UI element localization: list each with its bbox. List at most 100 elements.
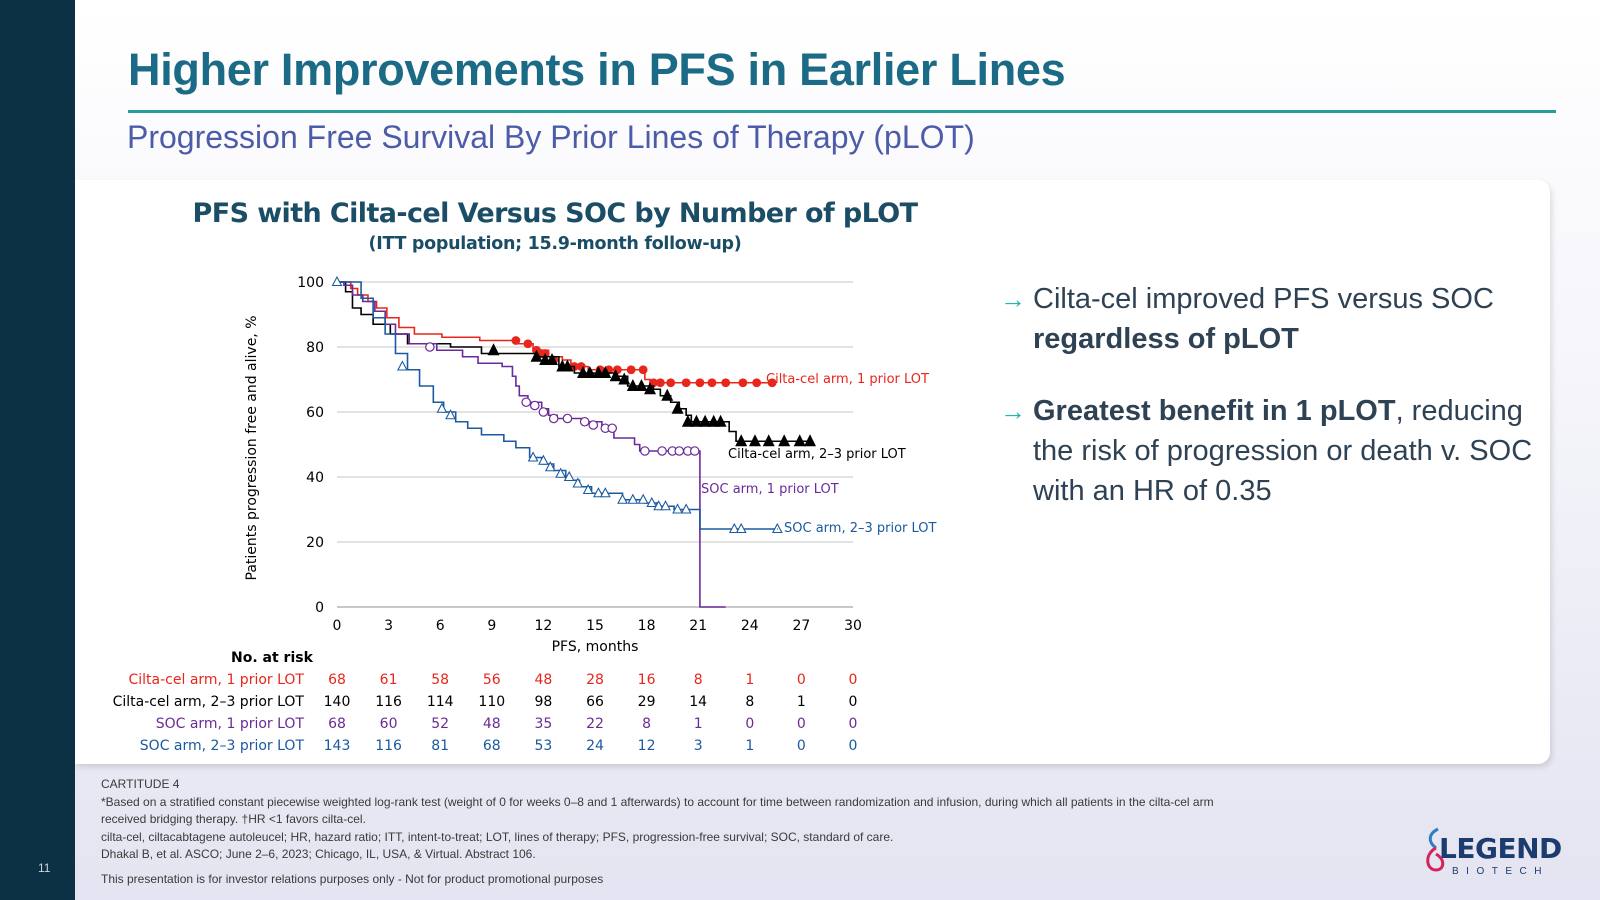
x-tick-label: 21 bbox=[689, 618, 707, 634]
censor-marker bbox=[699, 414, 712, 427]
risk-cell: 16 bbox=[637, 672, 656, 688]
censor-marker bbox=[661, 388, 674, 401]
y-tick-label: 100 bbox=[297, 275, 324, 291]
censor-marker bbox=[728, 522, 740, 534]
risk-cell: 0 bbox=[796, 738, 806, 754]
censor-marker bbox=[674, 446, 685, 456]
series-label: Cilta-cel arm, 1 prior LOT bbox=[766, 372, 929, 387]
x-tick-label: 30 bbox=[844, 618, 862, 634]
risk-cell: 116 bbox=[375, 694, 402, 710]
logo-word: LEGEND bbox=[1439, 832, 1562, 865]
risk-cell: 140 bbox=[323, 694, 351, 710]
censor-marker bbox=[748, 434, 761, 447]
censor-marker bbox=[487, 343, 500, 356]
censor-marker bbox=[436, 402, 448, 413]
censor-marker bbox=[527, 451, 539, 462]
risk-cell: 66 bbox=[586, 694, 604, 710]
legend-biotech-logo: LEGEND BIOTECH bbox=[1422, 826, 1562, 877]
censor-marker bbox=[583, 366, 596, 378]
risk-cell: 14 bbox=[689, 694, 708, 710]
risk-cell: 0 bbox=[848, 716, 858, 732]
censor-marker bbox=[735, 434, 748, 447]
risk-row-label: Cilta-cel arm, 1 prior LOT bbox=[128, 672, 305, 688]
logo-subtext: BIOTECH bbox=[1452, 866, 1549, 877]
footer-note: received bridging therapy. †HR <1 favors… bbox=[101, 812, 366, 826]
y-tick-label: 20 bbox=[306, 535, 324, 551]
logo-mark-icon bbox=[1426, 827, 1445, 872]
censor-marker bbox=[572, 477, 584, 488]
slide-title: Higher Improvements in PFS in Earlier Li… bbox=[128, 44, 1066, 95]
censor-marker bbox=[707, 378, 717, 388]
censor-marker bbox=[660, 500, 671, 511]
risk-cell: 0 bbox=[848, 672, 858, 688]
y-axis-label: Patients progression free and alive, % bbox=[244, 315, 260, 580]
series-line bbox=[337, 281, 726, 608]
risk-cell: 0 bbox=[745, 716, 755, 732]
censor-marker bbox=[445, 409, 456, 420]
risk-cell: 35 bbox=[534, 716, 553, 732]
footer-abbreviations: cilta-cel, ciltacabtagene autoleucel; HR… bbox=[101, 830, 894, 844]
y-tick-label: 0 bbox=[315, 600, 324, 616]
bullet-text: Cilta-cel improved PFS versus SOC regard… bbox=[1033, 283, 1494, 355]
x-tick-label: 24 bbox=[741, 618, 759, 634]
censor-marker bbox=[644, 382, 657, 395]
risk-cell: 0 bbox=[796, 716, 806, 732]
risk-cell: 61 bbox=[379, 672, 398, 688]
chart-title: PFS with Cilta-cel Versus SOC by Number … bbox=[192, 198, 919, 229]
censor-marker bbox=[529, 400, 540, 411]
censor-marker bbox=[511, 336, 521, 345]
censor-marker bbox=[681, 414, 694, 427]
title-divider bbox=[128, 110, 1556, 113]
series-label: Cilta-cel arm, 2–3 prior LOT bbox=[728, 447, 906, 462]
censor-marker bbox=[593, 487, 604, 498]
risk-cell: 68 bbox=[328, 672, 346, 688]
risk-cell: 0 bbox=[796, 672, 806, 688]
risk-cell: 12 bbox=[637, 738, 656, 754]
left-sidebar-bar bbox=[0, 0, 75, 900]
censor-marker bbox=[537, 454, 549, 465]
censor-marker bbox=[579, 416, 590, 427]
censor-marker bbox=[695, 378, 705, 388]
risk-row-label: SOC arm, 2–3 prior LOT bbox=[139, 738, 304, 754]
risk-cell: 1 bbox=[796, 694, 806, 710]
risk-row-label: SOC arm, 1 prior LOT bbox=[155, 716, 304, 732]
risk-cell: 114 bbox=[426, 694, 454, 710]
footer-disclaimer: This presentation is for investor relati… bbox=[101, 872, 604, 886]
censor-marker bbox=[617, 493, 628, 504]
arrow-right-icon: → bbox=[1000, 284, 1026, 314]
censor-marker bbox=[626, 365, 636, 375]
series-label: SOC arm, 1 prior LOT bbox=[701, 482, 839, 497]
risk-cell: 116 bbox=[375, 738, 402, 754]
risk-cell: 1 bbox=[693, 716, 703, 732]
x-tick-label: 0 bbox=[333, 618, 342, 634]
risk-cell: 22 bbox=[586, 716, 604, 732]
bullet-text: Greatest benefit in 1 pLOT, reducing the… bbox=[1033, 395, 1533, 507]
censor-marker bbox=[681, 378, 691, 388]
censor-marker bbox=[530, 349, 543, 362]
censor-marker bbox=[607, 423, 617, 434]
x-tick-label: 15 bbox=[586, 618, 604, 634]
content-card bbox=[75, 180, 1550, 764]
censor-marker bbox=[690, 414, 703, 427]
censor-marker bbox=[735, 522, 747, 534]
censor-marker bbox=[562, 413, 573, 424]
chart-subtitle: (ITT population; 15.9-month follow-up) bbox=[368, 234, 742, 254]
x-tick-label: 3 bbox=[384, 618, 393, 634]
risk-cell: 68 bbox=[482, 738, 501, 754]
censor-marker bbox=[561, 359, 574, 372]
censor-marker bbox=[588, 420, 599, 430]
censor-marker bbox=[804, 434, 816, 447]
censor-marker bbox=[582, 483, 594, 495]
page-number: 11 bbox=[38, 861, 51, 875]
y-tick-label: 40 bbox=[306, 470, 324, 486]
censor-marker bbox=[671, 401, 684, 414]
x-tick-label: 27 bbox=[792, 618, 810, 634]
risk-cell: 110 bbox=[478, 694, 506, 710]
censor-marker bbox=[523, 339, 533, 349]
risk-cell: 48 bbox=[534, 672, 553, 688]
risk-cell: 8 bbox=[642, 716, 652, 732]
censor-marker bbox=[425, 342, 435, 352]
censor-marker bbox=[599, 487, 611, 498]
censor-marker bbox=[548, 413, 559, 424]
y-tick-label: 60 bbox=[306, 405, 324, 421]
